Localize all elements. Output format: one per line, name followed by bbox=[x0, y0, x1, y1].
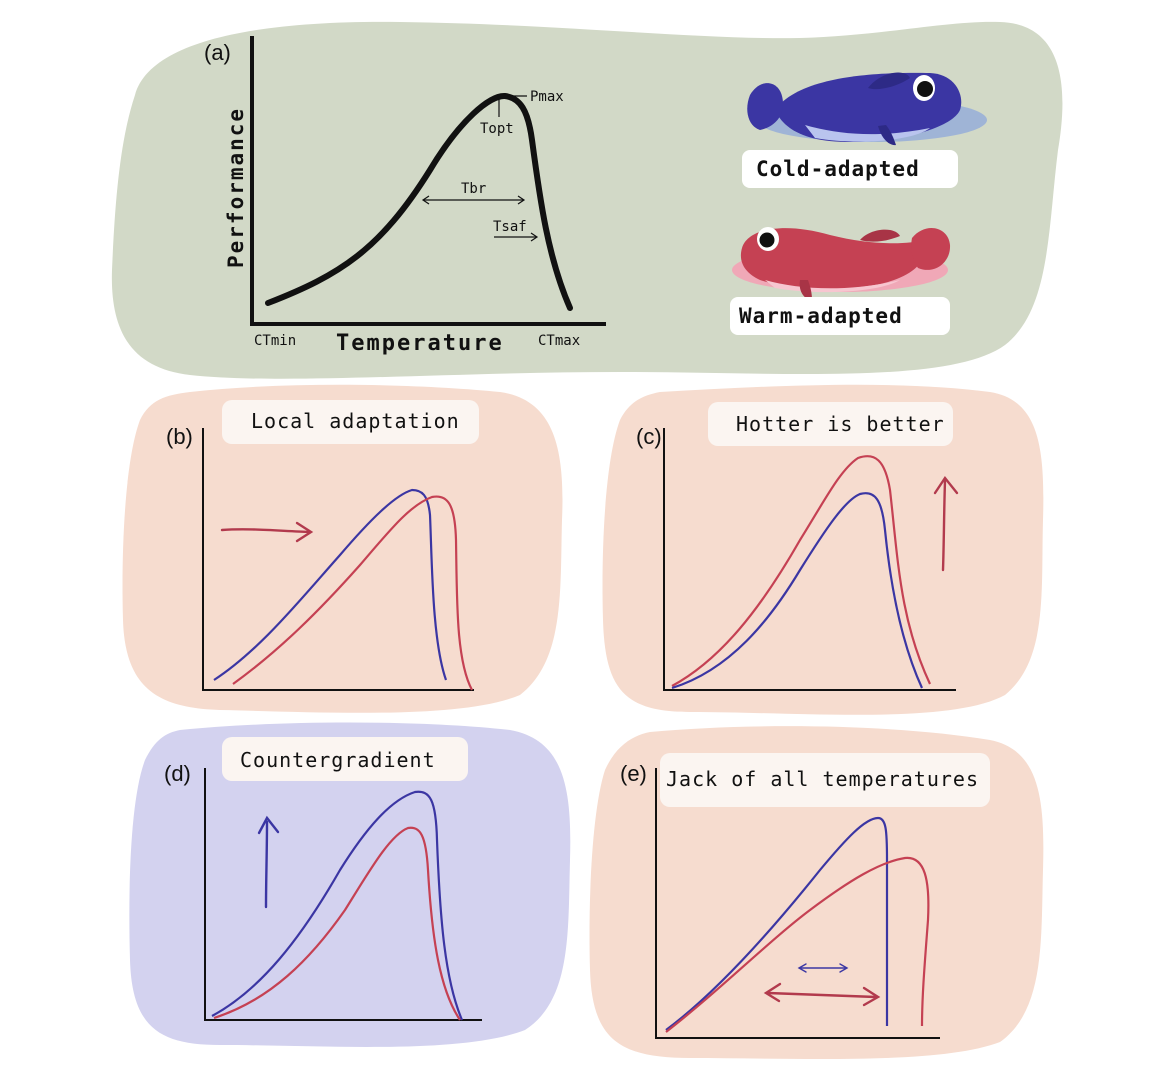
panel-a-performance-curve bbox=[265, 93, 573, 311]
panel-c-background bbox=[602, 384, 1044, 715]
panel-b-axes bbox=[202, 428, 474, 691]
panel-a-letter: (a) bbox=[204, 40, 231, 65]
panel-e-axes bbox=[655, 768, 940, 1039]
blue-fish-icon bbox=[747, 72, 987, 146]
panel-e-warm-curve bbox=[665, 856, 930, 1033]
panel-a-y-axis-label: Performance bbox=[224, 107, 248, 268]
panel-b: Local adaptation (b) bbox=[122, 384, 563, 713]
panel-c: Hotter is better (c) bbox=[602, 384, 1044, 715]
panel-d-background bbox=[129, 722, 571, 1047]
panel-b-background bbox=[122, 384, 563, 713]
panel-d-title: Countergradient bbox=[240, 748, 436, 772]
panel-d-warm-curve bbox=[213, 826, 461, 1021]
panel-b-letter: (b) bbox=[166, 424, 193, 449]
red-fish-icon bbox=[732, 227, 951, 300]
panel-a-x-axis-label: Temperature bbox=[336, 331, 504, 356]
panel-d-up-arrow bbox=[257, 815, 280, 909]
panel-b-shift-arrow bbox=[220, 521, 314, 543]
panel-a-tbr-label: Tbr bbox=[461, 181, 486, 197]
panel-d: Countergradient (d) bbox=[129, 722, 571, 1047]
panel-b-title-box bbox=[222, 400, 479, 444]
panel-e-title: Jack of all temperatures bbox=[666, 767, 979, 791]
panel-e: Jack of all temperatures (e) bbox=[589, 726, 1044, 1060]
panel-a: (a) Performance Temperature CTmin CTmax … bbox=[111, 21, 1063, 379]
panel-a-ctmin-label: CTmin bbox=[254, 333, 296, 349]
panel-c-axes bbox=[663, 428, 956, 691]
panel-c-title: Hotter is better bbox=[736, 412, 945, 436]
panel-c-cold-curve bbox=[671, 492, 924, 690]
panel-b-title: Local adaptation bbox=[251, 409, 460, 433]
panel-d-cold-curve bbox=[211, 790, 464, 1021]
panel-a-tbr-arrow bbox=[421, 195, 526, 205]
panel-e-narrow-range-arrow bbox=[797, 963, 849, 973]
panel-a-ctmax-label: CTmax bbox=[538, 333, 580, 349]
panel-a-tsaf-label: Tsaf bbox=[493, 219, 527, 235]
panel-c-up-arrow bbox=[933, 475, 959, 572]
panel-c-letter: (c) bbox=[636, 424, 662, 449]
panel-e-wide-range-arrow bbox=[763, 982, 881, 1007]
panel-d-letter: (d) bbox=[164, 761, 191, 786]
panel-a-tsaf-arrow bbox=[494, 232, 539, 242]
cold-adapted-label: Cold-adapted bbox=[756, 157, 920, 181]
panel-b-warm-curve bbox=[232, 495, 473, 691]
panel-a-topt-label: Topt bbox=[480, 121, 514, 137]
warm-adapted-label: Warm-adapted bbox=[739, 304, 903, 328]
panel-d-axes bbox=[204, 768, 482, 1021]
panel-e-background bbox=[589, 726, 1044, 1060]
warm-adapted-label-box bbox=[730, 297, 950, 335]
cold-adapted-label-box bbox=[742, 150, 958, 188]
panel-e-title-box bbox=[660, 753, 990, 807]
panel-e-letter: (e) bbox=[620, 761, 647, 786]
panel-b-cold-curve bbox=[213, 488, 448, 681]
panel-d-title-box bbox=[222, 737, 468, 781]
panel-a-pmax-label: Pmax bbox=[530, 89, 564, 105]
panel-a-axes bbox=[250, 36, 606, 326]
panel-c-title-box bbox=[708, 402, 953, 446]
panel-c-warm-curve bbox=[671, 455, 931, 687]
panel-e-cold-curve bbox=[665, 816, 889, 1031]
